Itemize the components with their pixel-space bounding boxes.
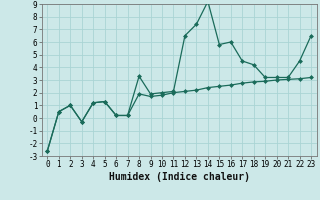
X-axis label: Humidex (Indice chaleur): Humidex (Indice chaleur) — [109, 172, 250, 182]
